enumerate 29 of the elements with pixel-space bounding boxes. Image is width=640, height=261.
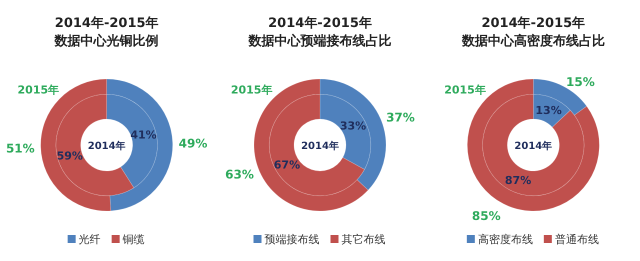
data-label: 49%: [178, 136, 208, 151]
legend-label: 其它布线: [342, 233, 386, 246]
legend-label: 铜缆: [122, 233, 145, 246]
legend-label: 预端接布线: [264, 233, 320, 246]
data-label: 85%: [472, 209, 501, 224]
data-label: 87%: [504, 174, 532, 188]
data-label: 33%: [340, 119, 366, 132]
data-label: 59%: [56, 150, 83, 163]
data-label: 51%: [6, 141, 35, 156]
data-label: 63%: [225, 168, 254, 182]
chart-title: 2014年-2015年: [54, 16, 159, 31]
slice-label: 2015年: [444, 84, 486, 97]
data-label: 13%: [535, 104, 562, 117]
legend-label: 高密度布线: [478, 233, 533, 246]
slice-label: 2014年: [514, 140, 552, 152]
data-label: 67%: [274, 158, 300, 172]
slice-label: 2015年: [18, 84, 60, 97]
chart-subtitle: 数据中心高密度布线占比: [460, 33, 605, 49]
chart-title: 2014年-2015年: [268, 16, 372, 31]
slice-label: 2014年: [88, 140, 126, 152]
data-label: 37%: [386, 110, 415, 124]
legend-label: 光纤: [78, 233, 101, 246]
slice-label: 2014年: [301, 140, 339, 152]
legend-label: 普通布线: [554, 233, 599, 246]
chart-title: 2014年-2015年: [481, 16, 586, 31]
data-label: 15%: [566, 74, 595, 89]
slice-label: 2015年: [230, 84, 272, 97]
chart-subtitle: 数据中心光铜比例: [54, 33, 159, 49]
chart-subtitle: 数据中心预端接布线占比: [248, 33, 392, 49]
